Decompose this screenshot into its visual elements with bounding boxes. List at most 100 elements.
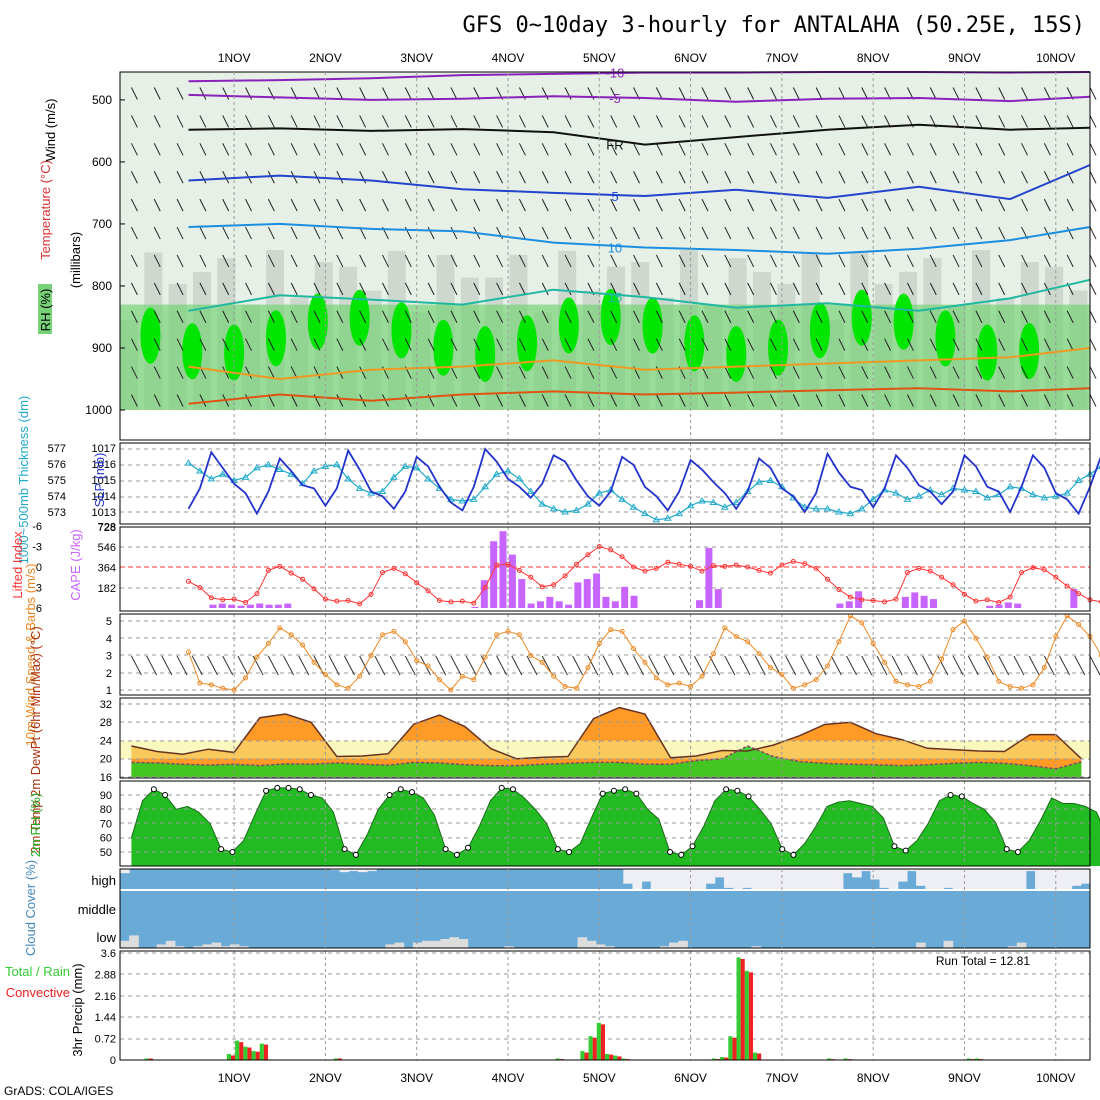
wind-barb	[130, 366, 138, 379]
upper-air-frame	[119, 71, 1091, 441]
cloud-level-middle: middle	[78, 902, 116, 917]
wind-barb	[199, 338, 207, 351]
wind-speed-point	[254, 654, 260, 660]
wind-barb	[815, 226, 823, 240]
cape-bar	[630, 595, 638, 608]
wind-barb	[176, 198, 184, 212]
rh-shade-bright	[475, 325, 496, 382]
cape-bar	[574, 582, 582, 608]
wind-barb	[1066, 338, 1074, 351]
lifted-point	[494, 562, 500, 568]
lifted-point	[288, 570, 294, 576]
thickness-tick-573: 573	[48, 507, 66, 519]
wind-barb	[975, 226, 983, 240]
lifted-point	[402, 571, 408, 577]
precip-total-bar	[752, 1052, 758, 1060]
wind-barb	[153, 338, 161, 351]
wind-speed-point	[870, 640, 876, 646]
thickness-point	[903, 495, 912, 502]
wind-speed-point	[1098, 653, 1100, 658]
wind-barb	[496, 282, 504, 296]
precip-conv-bar	[239, 1042, 244, 1060]
lifted-point	[688, 563, 694, 569]
wind-barb	[245, 226, 252, 240]
wind-barb	[199, 171, 207, 184]
wind-barb	[747, 171, 755, 184]
cloud-high-gap	[696, 869, 707, 890]
wind-speed-point	[368, 653, 374, 658]
lifted-point	[1076, 591, 1082, 597]
wind-barb	[1043, 310, 1051, 323]
wind-barb	[245, 310, 252, 323]
temp-tick-28: 28	[100, 717, 112, 729]
precip-total-bar	[613, 1055, 618, 1060]
wind-barb	[610, 366, 618, 379]
wind-speed-point	[779, 671, 785, 677]
wind-barb	[1021, 143, 1028, 156]
wind-barb	[724, 171, 732, 184]
lifted-point	[676, 561, 682, 567]
wind-speed-point	[665, 682, 671, 688]
wind-barb	[176, 282, 184, 296]
wind-barb	[724, 282, 732, 296]
wind-barb	[655, 87, 663, 100]
rh-point	[386, 792, 393, 798]
date-label-top-9NOV: 9NOV	[948, 51, 981, 65]
wind-barb	[130, 338, 138, 351]
wind-barb	[747, 310, 755, 323]
wind-barb	[655, 226, 663, 240]
date-label-bottom-1NOV: 1NOV	[218, 1071, 251, 1085]
wind-barb	[792, 338, 800, 351]
wind-barb	[633, 338, 640, 351]
wind-barb	[701, 338, 709, 351]
precip-conv-bar	[724, 1057, 729, 1060]
date-label-top-3NOV: 3NOV	[400, 51, 433, 65]
wind-barb	[176, 226, 184, 240]
wind-barb	[564, 254, 572, 268]
wind-barb	[427, 143, 435, 156]
lifted-point	[208, 595, 214, 601]
rh-shade-bright	[391, 302, 412, 359]
wind-speed-point	[562, 684, 568, 690]
cloud-high-gap	[778, 869, 789, 890]
thickness-point	[504, 467, 512, 474]
wind-barb	[427, 115, 435, 128]
precip-total-bar	[605, 1054, 610, 1060]
temp-contour-label: -5	[609, 91, 621, 106]
wind-barb	[724, 366, 732, 379]
wind-barb	[701, 394, 709, 407]
wind10m-barb	[480, 655, 492, 676]
wind-barb	[587, 143, 595, 156]
wind-speed-point	[893, 678, 899, 684]
wind-barb	[815, 338, 823, 351]
cape-tick-546: 546	[98, 542, 116, 554]
lifted-point	[653, 565, 659, 571]
rh-shade-bright	[265, 310, 286, 367]
precip-tick-0: 0	[110, 1055, 116, 1067]
ylabel-wind: Wind (m/s)	[43, 99, 58, 162]
wind-speed-point	[916, 684, 922, 690]
lifted-point	[425, 588, 431, 594]
wind-barb	[633, 171, 640, 184]
wind-barb	[724, 143, 732, 156]
wind-barb	[929, 310, 937, 323]
wind-barb	[929, 87, 937, 100]
wind-speed-point	[243, 675, 249, 681]
lifted-point	[722, 563, 728, 569]
wind-barb	[838, 143, 846, 156]
precip-total-bar	[974, 1058, 980, 1060]
cape-tick-max: 728	[98, 522, 116, 534]
bottom-date-axis: 1NOV 2NOV 3NOV 4NOV 5NOV 6NOV 7NOV 8NOV 9NOV 10NO…	[218, 1071, 1076, 1085]
wind-barb	[861, 310, 869, 323]
wind10m-barb	[435, 655, 447, 676]
wind10m-barb	[967, 655, 979, 676]
thickness-point	[1051, 492, 1060, 499]
lifted-point	[505, 561, 511, 567]
wind-barb	[952, 282, 960, 296]
precip-tick-1.44: 1.44	[95, 1012, 116, 1024]
wind-barb	[906, 338, 914, 351]
precip-total-bar	[736, 957, 741, 1060]
lifted-point	[1007, 594, 1013, 600]
wind-barb	[153, 115, 161, 128]
wind10m-barb	[587, 655, 599, 676]
